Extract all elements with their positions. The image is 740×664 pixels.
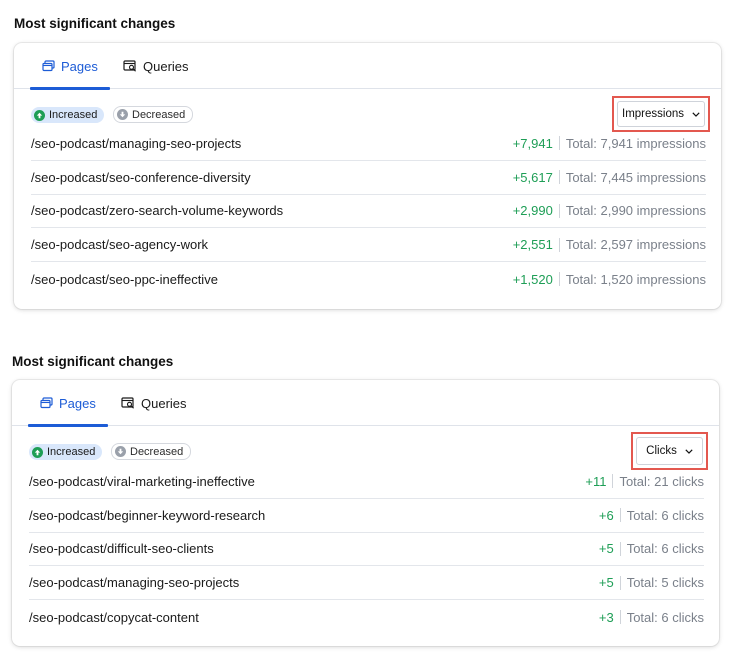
metric-select[interactable]: Impressions (617, 101, 705, 127)
total-value: Total: 1,520 impressions (565, 271, 706, 287)
total-value: Total: 21 clicks (619, 473, 704, 489)
changes-list: /seo-podcast/managing-seo-projects +7,94… (31, 127, 706, 296)
filter-increased[interactable]: Increased (31, 107, 105, 123)
total-value: Total: 6 clicks (626, 507, 704, 523)
change-value: +6 (598, 507, 614, 523)
total-value: Total: 2,597 impressions (565, 237, 706, 253)
list-item: /seo-podcast/seo-ppc-ineffective +1,520 … (31, 262, 706, 296)
divider (558, 170, 560, 185)
queries-icon (121, 397, 135, 409)
page-path[interactable]: /seo-podcast/viral-marketing-ineffective (29, 473, 255, 489)
metric-select-value: Impressions (622, 108, 684, 120)
page-path[interactable]: /seo-podcast/managing-seo-projects (29, 575, 240, 591)
divider (558, 136, 560, 151)
divider (619, 610, 621, 625)
change-value: +2,551 (512, 237, 553, 253)
filter-decreased-label: Decreased (132, 108, 186, 121)
change-value: +5 (598, 541, 614, 557)
total-value: Total: 6 clicks (626, 541, 704, 557)
tab-pages-label: Pages (61, 58, 98, 74)
filter-increased[interactable]: Increased (29, 444, 103, 460)
chevron-down-icon (692, 108, 700, 120)
arrow-down-icon (117, 109, 128, 120)
section-title: Most significant changes (14, 16, 176, 31)
tab-queries[interactable]: Queries (109, 380, 199, 426)
total-value: Total: 5 clicks (626, 575, 704, 591)
list-item: /seo-podcast/seo-agency-work +2,551 Tota… (31, 228, 706, 263)
tab-queries-label: Queries (143, 58, 189, 74)
changes-card: Pages Queries Increased Decreased Impres… (14, 43, 721, 309)
tab-pages[interactable]: Pages (30, 43, 110, 90)
section-title: Most significant changes (12, 354, 174, 369)
list-item: /seo-podcast/seo-conference-diversity +5… (31, 161, 706, 195)
total-value: Total: 7,941 impressions (565, 135, 706, 151)
change-value: +3 (598, 609, 614, 625)
filter-decreased[interactable]: Decreased (113, 106, 194, 123)
metric-select[interactable]: Clicks (636, 437, 703, 465)
list-item: /seo-podcast/copycat-content +3 Total: 6… (29, 600, 704, 634)
queries-icon (123, 60, 137, 72)
tab-bar: Pages Queries (12, 380, 719, 427)
tab-pages[interactable]: Pages (28, 380, 108, 427)
change-value: +7,941 (512, 135, 553, 151)
arrow-up-icon (32, 446, 43, 458)
divider (619, 541, 621, 556)
divider (558, 272, 560, 287)
list-item: /seo-podcast/managing-seo-projects +7,94… (31, 127, 706, 161)
divider (619, 575, 621, 590)
tab-queries[interactable]: Queries (111, 43, 201, 89)
total-value: Total: 7,445 impressions (565, 169, 706, 185)
divider (558, 203, 560, 218)
change-value: +5,617 (512, 169, 553, 185)
arrow-up-icon (34, 109, 45, 121)
changes-list: /seo-podcast/viral-marketing-ineffective… (29, 465, 704, 634)
page-path[interactable]: /seo-podcast/copycat-content (29, 609, 199, 625)
filter-increased-label: Increased (47, 446, 96, 458)
arrow-down-icon (115, 446, 126, 457)
changes-card: Pages Queries Increased Decreased Clicks (12, 380, 719, 646)
change-value: +1,520 (512, 271, 553, 287)
metric-select-highlight: Impressions (612, 96, 710, 132)
tab-queries-label: Queries (141, 395, 187, 411)
metric-select-value: Clicks (646, 445, 677, 457)
chevron-down-icon (685, 445, 693, 457)
list-item: /seo-podcast/beginner-keyword-research +… (29, 499, 704, 533)
page-path[interactable]: /seo-podcast/zero-search-volume-keywords (31, 203, 284, 219)
divider (558, 237, 560, 252)
list-item: /seo-podcast/viral-marketing-ineffective… (29, 465, 704, 499)
filter-decreased-label: Decreased (130, 445, 184, 458)
page-path[interactable]: /seo-podcast/managing-seo-projects (31, 135, 242, 151)
page-path[interactable]: /seo-podcast/seo-ppc-ineffective (31, 271, 218, 287)
pages-icon (42, 60, 55, 72)
tab-pages-label: Pages (59, 395, 96, 411)
page-path[interactable]: /seo-podcast/seo-conference-diversity (31, 169, 251, 185)
total-value: Total: 6 clicks (626, 609, 704, 625)
change-value: +5 (598, 575, 614, 591)
metric-select-highlight: Clicks (631, 432, 708, 470)
divider (612, 474, 614, 489)
list-item: /seo-podcast/managing-seo-projects +5 To… (29, 566, 704, 601)
change-value: +2,990 (512, 203, 553, 219)
divider (619, 508, 621, 523)
page-path[interactable]: /seo-podcast/difficult-seo-clients (29, 541, 214, 557)
filter-increased-label: Increased (49, 109, 98, 121)
tab-bar: Pages Queries (14, 43, 721, 90)
list-item: /seo-podcast/difficult-seo-clients +5 To… (29, 533, 704, 567)
list-item: /seo-podcast/zero-search-volume-keywords… (31, 195, 706, 229)
change-value: +11 (585, 473, 607, 489)
pages-icon (40, 397, 53, 409)
total-value: Total: 2,990 impressions (565, 203, 706, 219)
filter-decreased[interactable]: Decreased (111, 443, 192, 460)
page-path[interactable]: /seo-podcast/seo-agency-work (31, 237, 209, 253)
page-path[interactable]: /seo-podcast/beginner-keyword-research (29, 507, 266, 523)
